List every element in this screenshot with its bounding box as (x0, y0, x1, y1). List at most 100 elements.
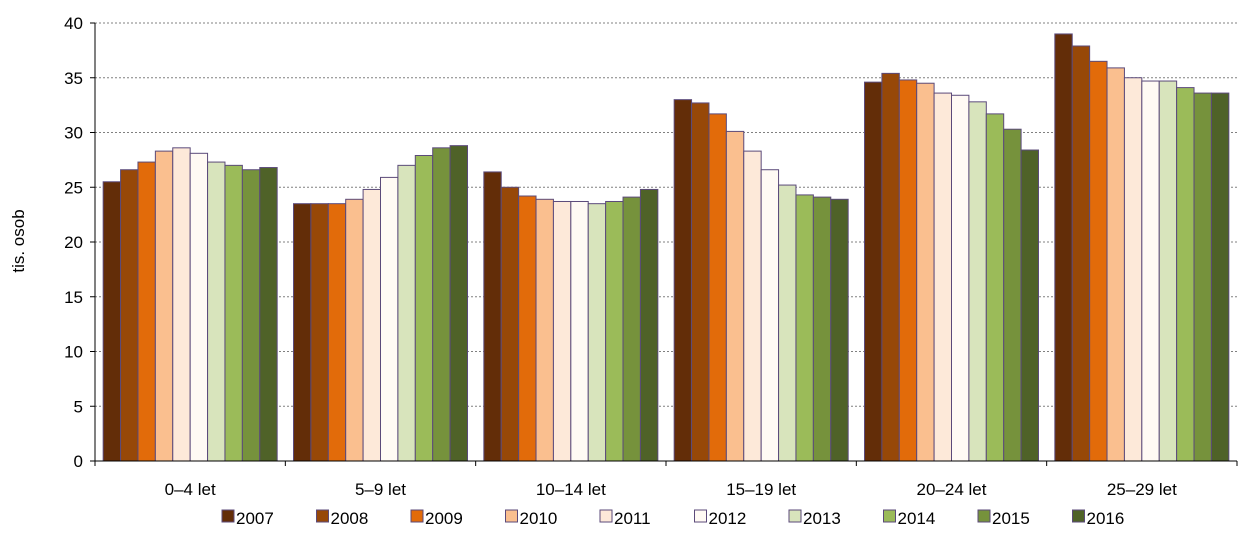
bar (449, 145, 469, 462)
x-tick-label: 15–19 let (726, 480, 796, 499)
legend-label: 2008 (331, 509, 369, 528)
x-tick-label: 25–29 let (1107, 480, 1177, 499)
axes (90, 22, 1238, 466)
x-tick-labels: 0–4 let 5–9 let 10–14 let 15–19 let 20–24 le… (165, 480, 1177, 499)
bar (414, 154, 434, 462)
bar (154, 150, 174, 462)
bar (1210, 92, 1230, 462)
bar (1176, 87, 1195, 462)
legend-label: 2010 (520, 509, 558, 528)
bar (207, 161, 226, 462)
bar (120, 169, 139, 462)
bar (1193, 92, 1212, 462)
legend-swatch (599, 509, 613, 523)
bar (432, 147, 451, 462)
bar (102, 181, 122, 462)
y-axis-title: tis. osob (9, 209, 28, 272)
y-tick-label: 30 (64, 124, 83, 143)
bar (1123, 77, 1143, 462)
y-tick-label: 40 (64, 14, 83, 33)
bar (639, 188, 659, 462)
bar (310, 203, 329, 462)
bar (605, 200, 624, 462)
bar (327, 203, 347, 462)
legend-label: 2011 (614, 509, 651, 528)
legend-swatch (883, 509, 896, 523)
bar (725, 130, 745, 462)
bar (933, 92, 952, 462)
bar (778, 184, 797, 462)
bar (1106, 67, 1125, 462)
legend-label: 2007 (236, 509, 274, 528)
x-tick-label: 5–9 let (355, 480, 406, 499)
legend-label: 2014 (898, 509, 936, 528)
legend-swatch (221, 509, 235, 523)
y-tick-label: 5 (74, 397, 83, 416)
legend-swatch (1072, 509, 1085, 523)
bar (259, 167, 278, 462)
bar (483, 171, 502, 462)
x-tick-label: 0–4 let (165, 480, 216, 499)
bar (137, 161, 156, 462)
bar (951, 94, 970, 462)
y-tick-label: 35 (64, 69, 83, 88)
bar (500, 186, 520, 462)
bar (345, 198, 364, 462)
legend-label: 2016 (1087, 509, 1125, 528)
bar (1141, 80, 1160, 462)
bar (1003, 128, 1022, 462)
bars (102, 33, 1230, 462)
bar (708, 113, 727, 462)
legend-swatch (788, 509, 802, 523)
bar (1020, 149, 1039, 462)
legend-swatch (977, 509, 991, 523)
bar (985, 113, 1005, 462)
bar (224, 164, 243, 462)
bar (172, 147, 191, 462)
y-tick-label: 10 (64, 343, 83, 362)
bar (552, 200, 572, 462)
legend-label: 2012 (709, 509, 747, 528)
y-tick-label: 15 (64, 288, 83, 307)
bar (812, 196, 832, 462)
bar (760, 169, 780, 462)
legend-swatch (316, 509, 329, 523)
y-tick-label: 20 (64, 233, 83, 252)
bar (1089, 60, 1108, 462)
legend-swatch (505, 509, 518, 523)
bar (898, 79, 918, 462)
bar (535, 198, 554, 462)
bar (622, 196, 641, 462)
bar (518, 195, 537, 462)
bar (380, 176, 399, 462)
legend-label: 2015 (992, 509, 1030, 528)
bar (691, 102, 710, 462)
bar (673, 99, 693, 462)
legend-swatch (410, 509, 424, 523)
legend-label: 2009 (425, 509, 463, 528)
bar (968, 101, 987, 462)
bar (241, 169, 261, 462)
x-tick-label: 20–24 let (917, 480, 987, 499)
bar (189, 152, 209, 462)
bar (362, 188, 382, 462)
bar (1054, 33, 1073, 462)
bar (397, 164, 416, 462)
legend: 2007 2008 2009 2010 2011 2012 2013 2014 2015 2016 (221, 509, 1125, 528)
bar (795, 194, 814, 462)
bar (587, 203, 607, 462)
bar (1071, 45, 1091, 462)
y-tick-label: 25 (64, 178, 83, 197)
y-tick-label: 0 (74, 452, 83, 471)
bar (743, 150, 762, 462)
legend-swatch (694, 509, 707, 523)
x-tick-label: 10–14 let (536, 480, 606, 499)
bar (830, 198, 849, 462)
bar (916, 82, 935, 462)
bar (881, 72, 900, 462)
bar (293, 203, 312, 462)
legend-label: 2013 (803, 509, 841, 528)
y-tick-labels: 0 5 10 15 20 25 30 35 40 (64, 14, 83, 471)
bar (864, 81, 883, 462)
